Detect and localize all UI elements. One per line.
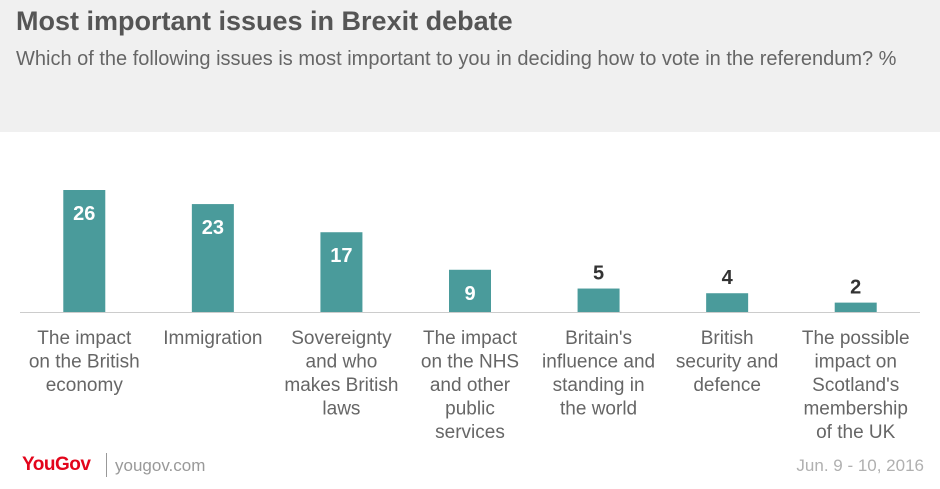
bar <box>577 288 620 312</box>
bar-value-label: 9 <box>464 283 475 305</box>
category-label: The possible impact on Scotland's membershi… <box>802 328 910 443</box>
bar-value-label: 26 <box>73 203 95 225</box>
bar-value-label: 17 <box>330 245 352 267</box>
footer-divider <box>106 453 107 477</box>
category-label: Sovereignty and who makes British laws <box>284 328 398 420</box>
bar <box>834 302 877 312</box>
chart-title: Most important issues in Brexit debate <box>16 6 513 36</box>
yougov-logo: YouGov <box>22 454 91 475</box>
category-label: The impact on the British economy <box>29 328 140 396</box>
bar <box>320 232 363 312</box>
bar-chart: 26 The impact on the British economy 23 Immig… <box>20 190 920 443</box>
bar-value-label: 4 <box>722 267 734 289</box>
bar <box>191 204 234 312</box>
category-label: Immigration <box>163 328 262 349</box>
bar <box>63 190 106 312</box>
chart-subtitle: Which of the following issues is most im… <box>16 48 897 70</box>
bar-value-label: 23 <box>202 217 224 239</box>
footer-date: Jun. 9 - 10, 2016 <box>796 456 924 475</box>
bar <box>449 269 491 312</box>
bar <box>706 293 749 312</box>
footer-website: yougov.com <box>115 456 206 475</box>
bar-value-label: 5 <box>593 263 604 285</box>
category-label: Britain's influence and standing in the wor… <box>542 328 655 420</box>
category-label: The impact on the NHS and other public servi… <box>421 328 519 443</box>
category-label: British security and defence <box>676 328 778 396</box>
chart-header: Most important issues in Brexit debate W… <box>0 0 940 132</box>
bar-value-label: 2 <box>850 277 861 299</box>
